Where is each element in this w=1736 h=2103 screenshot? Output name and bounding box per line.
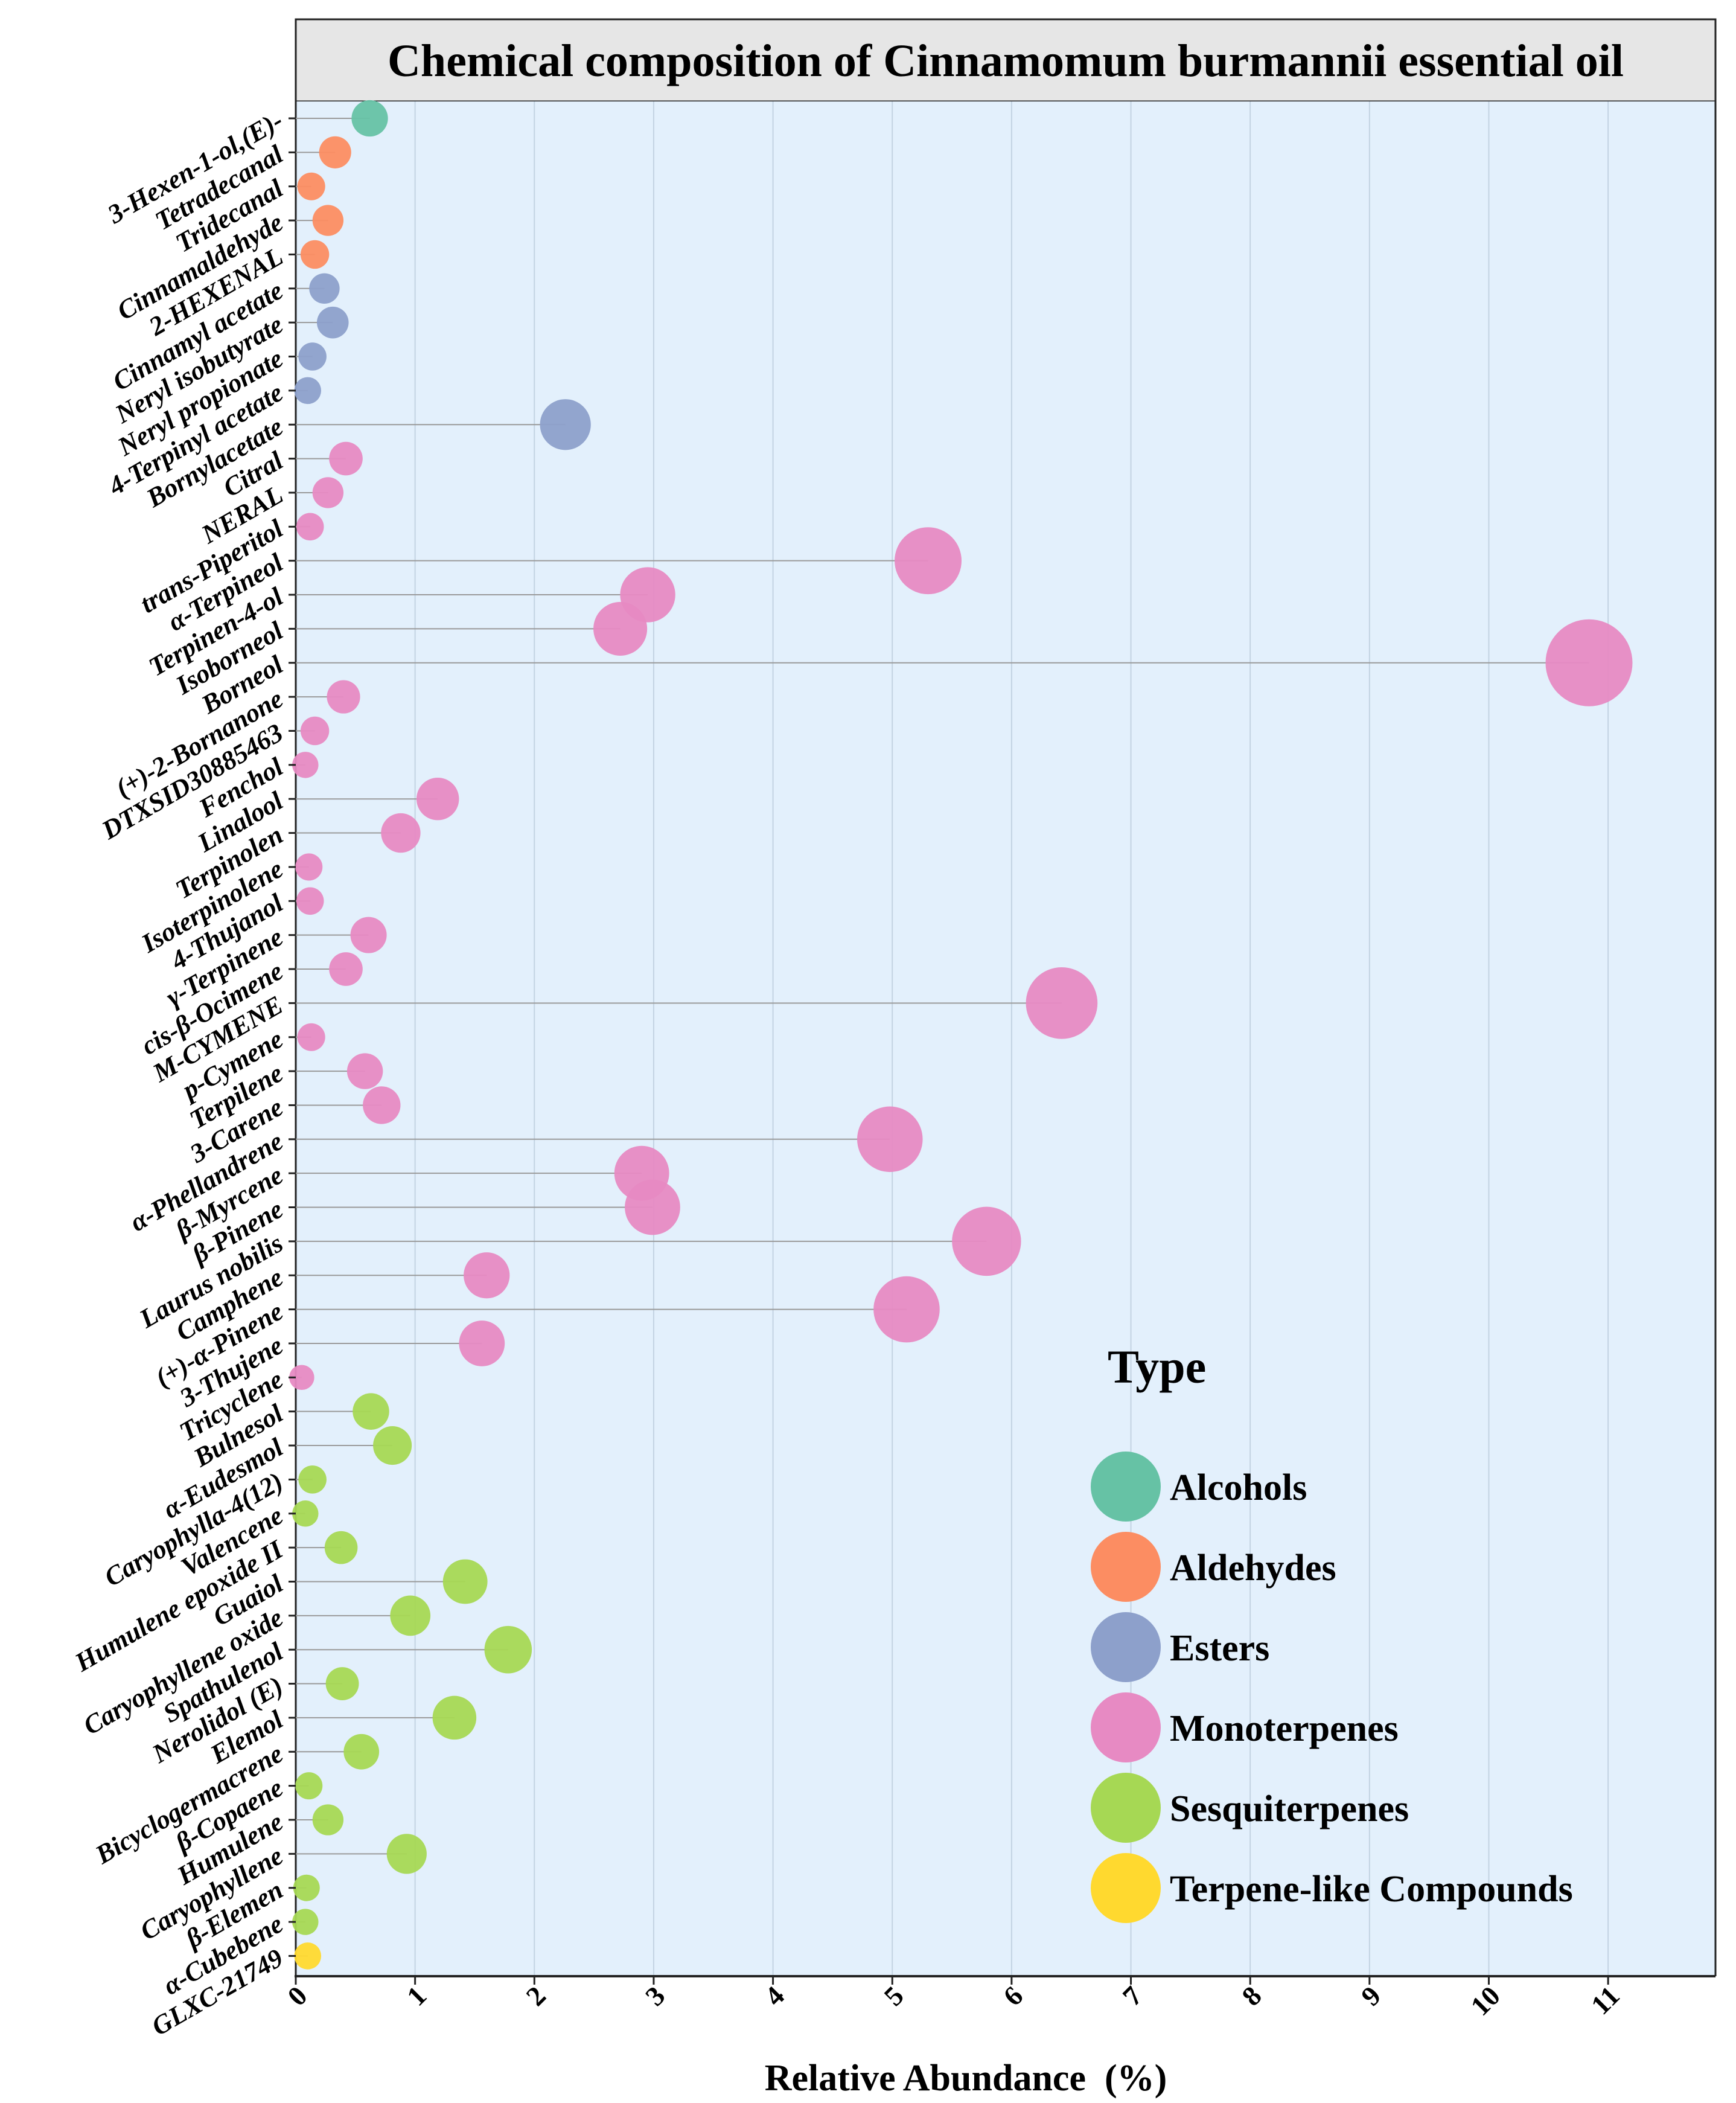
bubble-4-terpinyl-acetate [294,377,322,405]
bubble-laurus-nobilis [952,1206,1021,1276]
bubble-3-carene [363,1086,401,1124]
bubble-4-thujanol [296,887,324,915]
legend-label-terpene-like-compounds: Terpene-like Compounds [1170,1869,1573,1910]
bubble-3-hexen-1-ol-e [351,100,388,137]
plot-background [296,101,1715,1976]
bubble-bicyclogermacrene [343,1733,380,1770]
bubble-camphene [464,1252,510,1299]
x-tick-label-9: 9 [1355,1980,1387,2011]
bubble-isoborneol [593,601,648,656]
x-tick-label-8: 8 [1236,1980,1267,2011]
bubble-caryophyllene [386,1834,427,1874]
bubble-tricyclene [289,1365,314,1391]
legend-label-esters: Esters [1170,1628,1269,1669]
bubble-neryl-propionate [298,342,327,371]
bubble-tridecanal [297,172,325,200]
legend-swatch-monoterpenes [1091,1692,1161,1762]
legend: Alcohols Aldehydes Esters Monoterpenes Sesqu… [1091,1452,1573,1923]
x-tick-label-3: 3 [639,1980,671,2011]
bubble-phellandrene [857,1106,923,1173]
bubble-borneol [1545,619,1633,706]
bubble-pinene [873,1276,940,1343]
x-tick-label-1: 1 [401,1980,432,2011]
legend-swatch-terpene-like-compounds [1091,1853,1161,1923]
bubble-bornylacetate [540,399,591,450]
bubble-humulene [312,1804,344,1836]
bubbles [289,100,1633,1970]
bubble-elemen [293,1874,320,1901]
bubble-tetradecanal [319,136,351,168]
bubble-elemol [432,1695,477,1740]
bubble-m-cymene [1026,967,1098,1039]
title-box [295,18,1717,103]
bubble-spathulenol [484,1625,532,1674]
bubble-terpinolen [381,813,421,853]
legend-swatch-alcohols [1091,1452,1161,1522]
bubble-p-cymene [297,1023,325,1051]
x-tick-label-2: 2 [520,1980,552,2011]
bubble-isoterpinolene [295,853,323,881]
bubble-valencene [292,1500,319,1527]
bubble-neral [312,477,344,508]
bubble-terpilene [346,1053,383,1089]
bubble-terpineol [895,527,962,595]
bubble-eudesmol [373,1426,412,1465]
bubble-caryophyllene-oxide [390,1595,431,1636]
x-tick-label-11: 11 [1585,1980,1626,2020]
bubble-caryophylla-4-12 [298,1465,327,1494]
x-tick-label-6: 6 [997,1980,1029,2011]
y-tick-labels: 3-Hexen-1-ol,(E)-TetradecanalTridecanalC… [69,105,296,2041]
legend-label-sesquiterpenes: Sesquiterpenes [1170,1788,1409,1829]
bubble-neryl-isobutyrate [316,306,349,339]
bubble-cis-ocimene [329,952,363,986]
bubble-fenchol [292,752,319,778]
legend-swatch-esters [1091,1612,1161,1682]
bubble-linalool [416,777,459,821]
bubble-citral [329,441,363,476]
x-axis-label: Relative Abundance (%) [765,2058,1167,2099]
bubble-cinnamyl-acetate [309,273,340,304]
x-tick-label-7: 7 [1117,1980,1148,2011]
x-tick-label-4: 4 [759,1980,790,2011]
bubble-cinnamaldehyde [312,205,344,236]
bubble-dtxsid30885463 [300,716,330,746]
bubble-humulene-epoxide-ii [324,1531,358,1564]
bubble-2-hexenal [300,240,330,269]
legend-label-alcohols: Alcohols [1170,1467,1307,1508]
bubble-2-bornanone [327,680,360,714]
legend-swatch-aldehydes [1091,1532,1161,1602]
bubble-pinene [625,1179,680,1235]
x-tick-label-10: 10 [1464,1980,1506,2021]
bubble-copaene [295,1772,323,1800]
legend-swatch-sesquiterpenes [1091,1773,1161,1843]
bubble-trans-piperitol [296,513,324,541]
chart-title: Chemical composition of Cinnamomum burma… [388,36,1624,86]
bubble-3-thujene [459,1320,505,1366]
legend-label-aldehydes: Aldehydes [1170,1548,1336,1589]
x-tick-label-0: 0 [281,1980,313,2011]
bubble-cubebene [292,1909,319,1935]
bubble-guaiol [442,1559,488,1604]
x-tick-labels: 0 1 2 3 4 5 6 7 8 9 10 11 [281,1976,1626,2021]
x-tick-label-5: 5 [878,1980,909,2011]
bubble-bulnesol [353,1393,389,1430]
bubble-glxc-21749 [294,1942,322,1970]
bubble-nerolidol-e [325,1667,359,1700]
legend-label-monoterpenes: Monoterpenes [1170,1708,1399,1749]
legend-title: Type [1108,1340,1206,1393]
bubble-terpinene [350,917,387,953]
